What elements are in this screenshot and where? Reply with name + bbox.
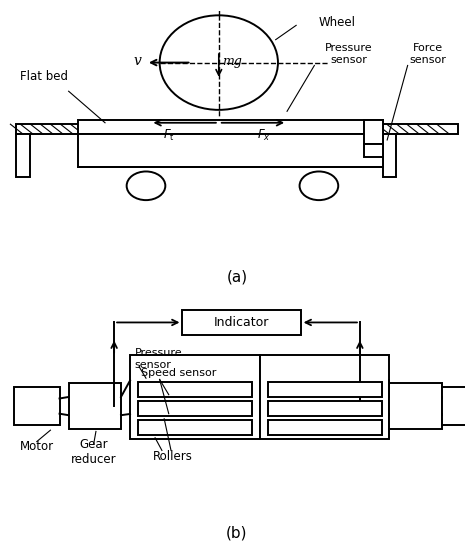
Bar: [138, 401, 252, 416]
Text: Force
sensor: Force sensor: [410, 43, 447, 65]
Bar: [268, 381, 382, 397]
Bar: [138, 419, 252, 435]
Ellipse shape: [127, 171, 165, 200]
Bar: [182, 310, 301, 335]
Bar: [390, 383, 442, 429]
Bar: [268, 419, 382, 435]
Text: Pressure
sensor: Pressure sensor: [325, 43, 372, 65]
Text: Rollers: Rollers: [154, 450, 193, 463]
Bar: [268, 401, 382, 416]
Bar: [383, 134, 396, 177]
Text: Flat bed: Flat bed: [19, 71, 68, 83]
Bar: [365, 144, 383, 157]
Text: (b): (b): [226, 525, 248, 541]
Bar: [16, 124, 89, 134]
Text: Wheel: Wheel: [319, 16, 356, 29]
Bar: [130, 355, 260, 439]
Bar: [365, 120, 383, 144]
Text: v: v: [134, 54, 141, 68]
Ellipse shape: [300, 171, 338, 200]
Ellipse shape: [160, 15, 278, 110]
Text: Indicator: Indicator: [214, 316, 269, 329]
Bar: [260, 355, 390, 439]
Bar: [78, 120, 383, 134]
Text: mg: mg: [222, 55, 242, 68]
Text: Speed sensor: Speed sensor: [141, 368, 217, 378]
Bar: [78, 134, 383, 167]
Bar: [16, 134, 30, 177]
Bar: [69, 383, 121, 429]
Text: $F_\mathrm{t}$: $F_\mathrm{t}$: [163, 128, 174, 143]
Text: (a): (a): [227, 270, 247, 285]
Bar: [442, 387, 474, 425]
Text: Motor: Motor: [20, 440, 54, 453]
Bar: [138, 381, 252, 397]
Bar: [14, 387, 60, 425]
Text: Pressure
sensor: Pressure sensor: [135, 348, 182, 370]
Text: $F_x$: $F_x$: [257, 128, 271, 143]
Text: Gear
reducer: Gear reducer: [71, 437, 117, 466]
Bar: [383, 124, 458, 134]
